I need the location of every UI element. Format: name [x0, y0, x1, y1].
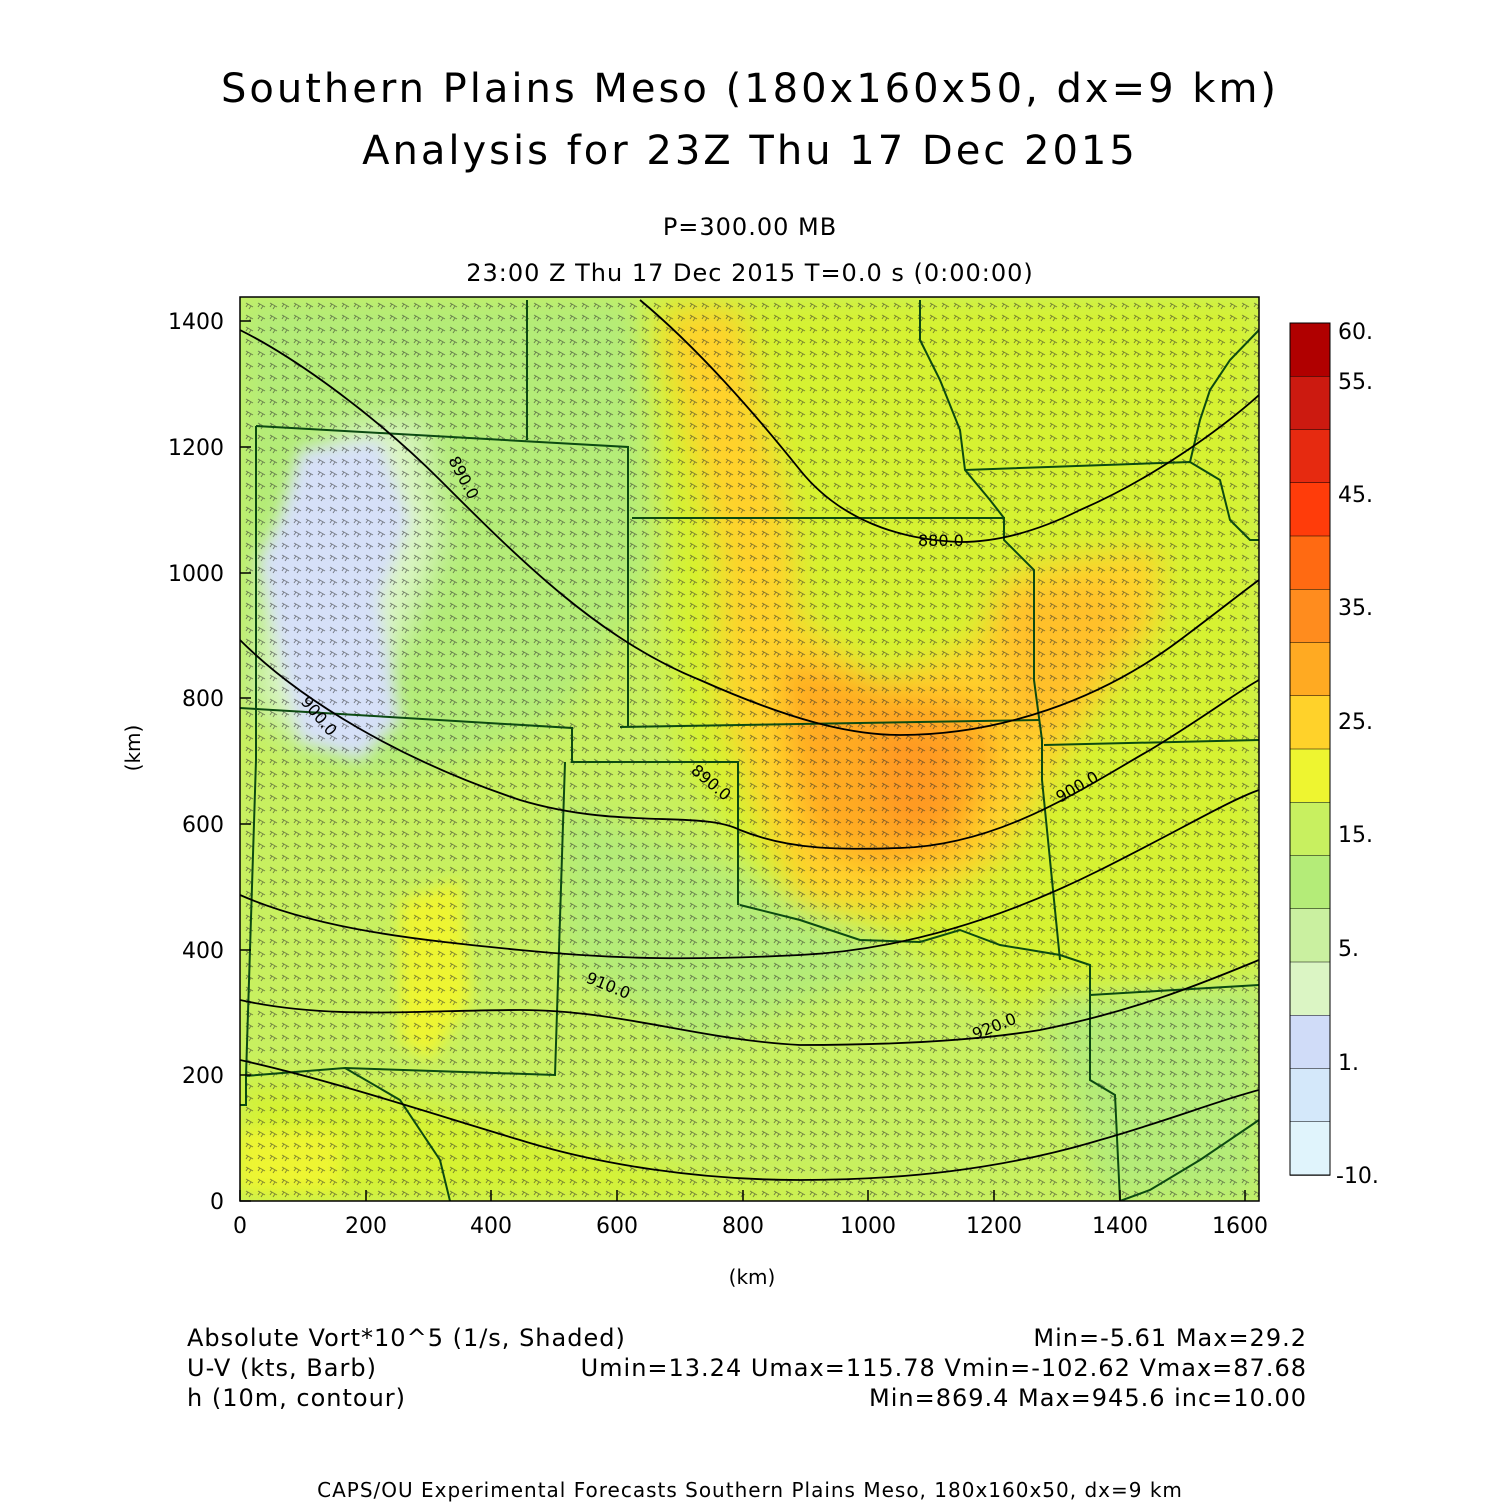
- colorbar-segment: [1289, 1015, 1331, 1070]
- x-tick-label: 0: [233, 1214, 247, 1239]
- colorbar-segment: [1289, 482, 1331, 537]
- y-tick-label: 600: [182, 813, 224, 838]
- valid-time: 23:00 Z Thu 17 Dec 2015 T=0.0 s (0:00:00…: [466, 259, 1034, 287]
- colorbar-segment: [1289, 429, 1331, 484]
- colorbar-label: 15.: [1338, 823, 1373, 848]
- colorbar-segment: [1289, 322, 1331, 377]
- legend-vorticity-stats: Min=-5.61 Max=29.2: [1033, 1324, 1307, 1352]
- y-tick-label: 200: [182, 1064, 224, 1089]
- wind-barbs: [245, 302, 1259, 1198]
- colorbar-segment: [1289, 1121, 1331, 1176]
- colorbar-segment: [1289, 642, 1331, 697]
- x-tick-label: 1200: [966, 1214, 1022, 1239]
- y-tick-label: 800: [182, 687, 224, 712]
- colorbar-labels: 60. 55. 45. 35. 25. 15. 5. 1. -10.: [1336, 320, 1379, 1189]
- legend-field-vorticity: Absolute Vort*10^5 (1/s, Shaded): [187, 1324, 626, 1352]
- legend-field-wind: U-V (kts, Barb): [187, 1354, 377, 1382]
- x-tick-label: 1600: [1212, 1214, 1268, 1239]
- colorbar-segment: [1289, 1068, 1331, 1123]
- pressure-level: P=300.00 MB: [662, 213, 838, 241]
- y-axis-unit: (km): [121, 725, 145, 772]
- colorbar-label: 45.: [1338, 483, 1373, 508]
- legend-wind-stats: Umin=13.24 Umax=115.78 Vmin=-102.62 Vmax…: [580, 1354, 1307, 1382]
- colorbar-label: 25.: [1338, 710, 1373, 735]
- x-tick-label: 600: [596, 1214, 638, 1239]
- colorbar-label: 35.: [1338, 596, 1373, 621]
- y-tick-label: 1200: [168, 436, 224, 461]
- plot-frame: [239, 296, 1260, 1202]
- colorbar-label: 55.: [1338, 370, 1373, 395]
- x-tick-label: 400: [470, 1214, 512, 1239]
- colorbar-segment: [1289, 748, 1331, 803]
- legend-height-stats: Min=869.4 Max=945.6 inc=10.00: [869, 1384, 1307, 1412]
- colorbar-segment: [1289, 695, 1331, 750]
- x-tick-label: 200: [345, 1214, 387, 1239]
- colorbar: [1289, 322, 1331, 1176]
- colorbar-label: 5.: [1338, 937, 1359, 962]
- colorbar-label: 60.: [1338, 320, 1373, 345]
- x-tick-label: 1000: [840, 1214, 896, 1239]
- x-axis-labels: 0 200 400 600 800 1000 1200 1400 1600: [233, 1214, 1268, 1239]
- y-tick-label: 400: [182, 939, 224, 964]
- colorbar-segment: [1289, 589, 1331, 644]
- colorbar-frame: [1289, 322, 1331, 1176]
- height-contours: [240, 299, 1259, 1181]
- axis-ticks: [239, 320, 1246, 1202]
- y-axis-labels: 0 200 400 600 800 1000 1200 1400: [168, 310, 224, 1215]
- contour-label: 880.0: [918, 531, 964, 550]
- colorbar-label: -10.: [1336, 1164, 1379, 1189]
- y-tick-label: 0: [210, 1190, 224, 1215]
- x-axis-unit: (km): [729, 1265, 776, 1289]
- y-tick-label: 1000: [168, 562, 224, 587]
- colorbar-segment: [1289, 855, 1331, 910]
- colorbar-segment: [1289, 908, 1331, 963]
- plot-title-line2: Analysis for 23Z Thu 17 Dec 2015: [362, 128, 1138, 174]
- x-tick-label: 1400: [1092, 1214, 1148, 1239]
- colorbar-segment: [1289, 376, 1331, 431]
- plot-title-line1: Southern Plains Meso (180x160x50, dx=9 k…: [220, 66, 1280, 112]
- colorbar-segment: [1289, 802, 1331, 857]
- colorbar-segment: [1289, 535, 1331, 590]
- footer-credit: CAPS/OU Experimental Forecasts Southern …: [317, 1478, 1183, 1502]
- state-boundaries: [240, 300, 1259, 1201]
- map-figure: 880.0 890.0 890.0 900.0 900.0 910.0 920.…: [121, 296, 1379, 1289]
- y-tick-label: 1400: [168, 310, 224, 335]
- x-tick-label: 800: [722, 1214, 764, 1239]
- colorbar-label: 1.: [1338, 1051, 1359, 1076]
- wind-barb-field: [245, 302, 1259, 1198]
- legend-field-height: h (10m, contour): [187, 1384, 407, 1412]
- colorbar-segment: [1289, 961, 1331, 1016]
